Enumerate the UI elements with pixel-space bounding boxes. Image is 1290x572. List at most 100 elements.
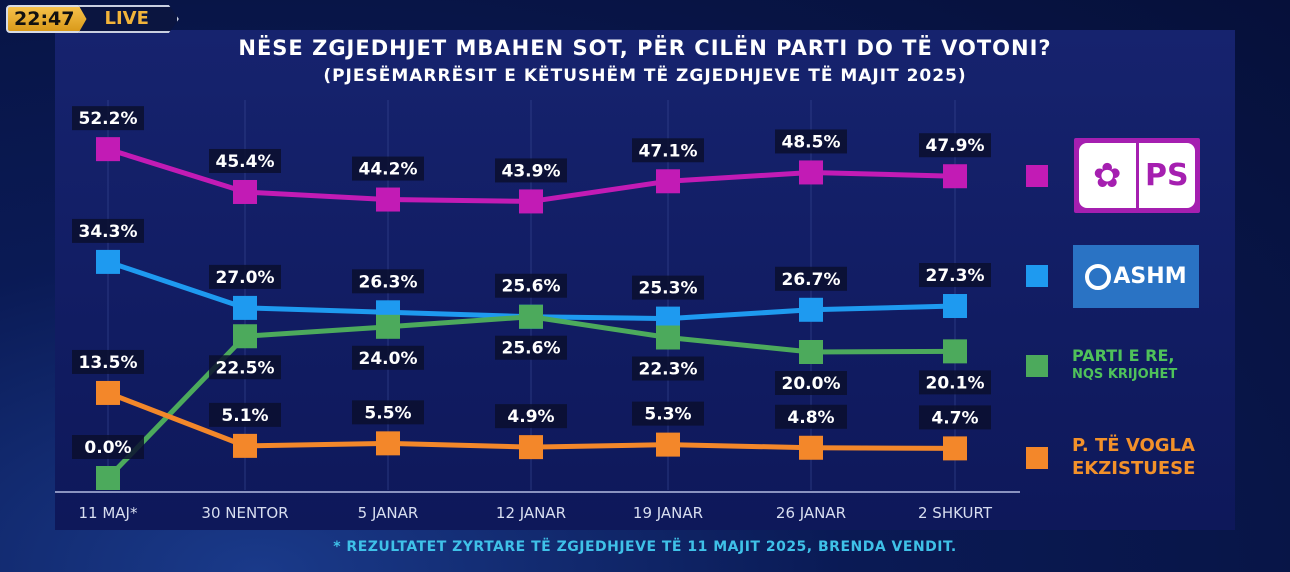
chart-subtitle: (PJESËMARRËSIT E KËTUSHËM TË ZGJEDHJEVE … [323, 66, 967, 86]
data-label: 13.5% [79, 353, 138, 373]
x-tick-label: 19 JANAR [633, 504, 703, 522]
data-point [656, 432, 680, 457]
legend-parti-e-re: PARTI E RE, NQS KRIJOHET [1072, 346, 1177, 384]
data-point [519, 304, 543, 329]
legend-parti-e-re-line2: NQS KRIJOHET [1072, 367, 1178, 382]
data-label-bg [495, 273, 567, 298]
data-label: 25.6% [502, 339, 561, 359]
data-label-bg [632, 138, 704, 163]
data-label: 22.3% [639, 360, 698, 380]
data-label-bg [632, 275, 704, 300]
data-label-bg [352, 400, 424, 425]
data-point [376, 314, 400, 339]
dashm-d-icon [1085, 263, 1112, 290]
data-label-bg [352, 156, 424, 181]
data-point [943, 164, 967, 189]
data-label-bg [209, 148, 281, 173]
data-label-bg [632, 356, 704, 381]
data-label: 43.9% [502, 161, 561, 181]
data-label: 5.1% [221, 406, 268, 426]
data-point [376, 187, 400, 212]
data-point [96, 249, 120, 274]
data-label: 25.3% [639, 279, 698, 299]
legend-te-vogla-line2: EKZISTUESE [1072, 458, 1196, 479]
dashm-logo-text: ASHM [1113, 264, 1187, 289]
data-point [519, 189, 543, 214]
data-point [656, 325, 680, 350]
data-label-bg [495, 404, 567, 429]
chart-title: NËSE ZGJEDHJET MBAHEN SOT, PËR CILËN PAR… [238, 36, 1052, 60]
data-label: 4.8% [787, 408, 834, 428]
data-point [233, 295, 257, 320]
legend-te-vogla-line1: P. TË VOGLA [1072, 435, 1195, 456]
data-label-bg [72, 218, 144, 243]
rose-fist-icon: ✿ [1079, 143, 1139, 208]
data-label-bg [72, 435, 144, 459]
data-label: 5.5% [364, 403, 411, 423]
data-label-bg [209, 402, 281, 427]
legend-swatch-parti-e-re [1026, 355, 1048, 377]
data-label: 22.5% [216, 358, 275, 378]
data-label: 20.1% [926, 373, 985, 393]
data-label-bg [775, 371, 847, 395]
x-tick-label: 2 SHKURT [918, 504, 993, 522]
data-label: 27.3% [926, 266, 985, 286]
data-label: 47.1% [639, 141, 698, 161]
data-label: 25.6% [502, 277, 561, 297]
data-label: 44.2% [359, 160, 418, 180]
data-label-bg [775, 404, 847, 429]
data-label: 26.7% [782, 270, 841, 290]
data-label: 34.3% [79, 222, 138, 242]
data-label: 27.0% [216, 268, 275, 288]
data-label-bg [775, 129, 847, 154]
data-point [233, 179, 257, 204]
data-point [519, 435, 543, 460]
data-point [799, 435, 823, 460]
data-label-bg [632, 401, 704, 426]
footnote: * REZULTATET ZYRTARE TË ZGJEDHJEVE TË 11… [333, 539, 957, 555]
x-tick-label: 12 JANAR [496, 504, 566, 522]
data-point [943, 339, 967, 364]
data-label-bg [352, 345, 424, 370]
legend-swatch-te-vogla [1026, 447, 1048, 469]
data-label: 26.3% [359, 272, 418, 292]
data-point [233, 433, 257, 458]
data-point [96, 137, 120, 162]
data-point [799, 297, 823, 322]
data-label-bg [209, 355, 281, 380]
x-tick-label: 5 JANAR [358, 504, 419, 522]
data-label-bg [919, 263, 991, 288]
data-point [96, 380, 120, 405]
legend-te-vogla: P. TË VOGLA EKZISTUESE [1072, 434, 1195, 480]
live-label: LIVE [78, 5, 179, 33]
data-label-bg [919, 370, 991, 395]
ps-logo: ✿ PS [1074, 138, 1200, 213]
legend-swatch-dashm [1026, 265, 1048, 287]
data-label: 47.9% [926, 136, 985, 156]
data-point [376, 431, 400, 456]
clock: 22:47 [6, 5, 93, 33]
legend-swatch-ps [1026, 165, 1048, 187]
data-point [96, 466, 120, 490]
data-point [943, 436, 967, 461]
data-label-bg [72, 349, 144, 374]
data-point [943, 294, 967, 319]
data-label: 45.4% [216, 152, 275, 172]
data-point [799, 160, 823, 185]
ps-logo-text: PS [1144, 158, 1189, 193]
data-label-bg [775, 266, 847, 291]
data-label-bg [495, 335, 567, 360]
data-label-bg [352, 269, 424, 294]
data-label: 0.0% [84, 438, 131, 458]
data-label-bg [919, 133, 991, 158]
data-label: 48.5% [782, 132, 841, 152]
x-tick-label: 30 NENTOR [201, 504, 288, 522]
data-label: 20.0% [782, 374, 841, 394]
x-tick-label: 26 JANAR [776, 504, 846, 522]
data-label: 24.0% [359, 349, 418, 369]
data-label: 4.9% [507, 407, 554, 427]
data-label-bg [495, 158, 567, 183]
data-label: 52.2% [79, 109, 138, 129]
data-label-bg [209, 264, 281, 289]
